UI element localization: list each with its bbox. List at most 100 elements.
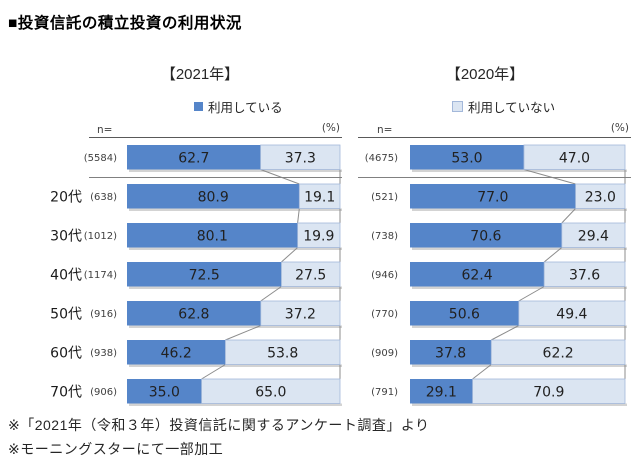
n-value-label: (521) bbox=[371, 192, 398, 203]
n-equals-label: n= bbox=[377, 124, 392, 136]
bar-value-label: 37.8 bbox=[435, 345, 466, 361]
age-label: 30代 bbox=[50, 228, 82, 244]
bar-segment-using bbox=[410, 301, 519, 326]
bar-value-label: 53.8 bbox=[267, 345, 298, 361]
bar-value-label: 53.0 bbox=[451, 150, 482, 166]
bar-segment-not-using bbox=[490, 339, 626, 365]
bar-segment-not-using bbox=[260, 144, 341, 170]
bar-segment-not-using bbox=[201, 378, 341, 404]
age-label: 50代 bbox=[50, 306, 82, 322]
bar-segment-not-using bbox=[281, 261, 341, 287]
bar-shadow bbox=[412, 403, 627, 406]
bar-segment-using bbox=[127, 301, 261, 326]
bar-shadow bbox=[129, 364, 342, 367]
connector-line bbox=[491, 325, 520, 341]
bar-value-label: 70.6 bbox=[470, 228, 501, 244]
age-label: 70代 bbox=[50, 384, 82, 400]
legend-label-not-using: 利用していない bbox=[468, 101, 556, 115]
bar-value-label: 47.0 bbox=[559, 150, 590, 166]
bar-segment-using bbox=[410, 340, 492, 365]
bar-segment-not-using bbox=[297, 222, 341, 248]
bar-value-label: 46.2 bbox=[161, 345, 192, 361]
bar-segment-not-using bbox=[523, 144, 626, 170]
bar-value-label: 80.1 bbox=[197, 228, 228, 244]
connector-line bbox=[561, 208, 576, 224]
connector-line bbox=[281, 247, 298, 263]
n-value-label: (738) bbox=[371, 231, 398, 242]
bar-value-label: 65.0 bbox=[255, 384, 286, 400]
bar-value-label: 72.5 bbox=[189, 267, 220, 283]
bar-value-label: 27.5 bbox=[295, 267, 326, 283]
n-value-label: (938) bbox=[90, 348, 117, 359]
connector-line bbox=[523, 169, 576, 185]
bar-segment-not-using bbox=[472, 378, 626, 404]
bar-segment-using bbox=[410, 262, 545, 287]
bar-segment-using bbox=[410, 223, 562, 248]
age-label: 20代 bbox=[50, 189, 82, 205]
n-value-label: (906) bbox=[90, 387, 117, 398]
n-value-label: (5584) bbox=[84, 153, 117, 164]
n-value-label: (770) bbox=[371, 309, 398, 320]
bar-value-label: 19.9 bbox=[303, 228, 334, 244]
chart-title: ■投資信託の積立投資の利用状況 bbox=[8, 15, 242, 32]
bar-segment-not-using bbox=[561, 222, 626, 248]
connector-line bbox=[225, 325, 261, 341]
bar-value-label: 77.0 bbox=[477, 189, 508, 205]
bar-value-label: 62.4 bbox=[461, 267, 492, 283]
n-value-label: (4675) bbox=[365, 153, 398, 164]
panel-header-2021: 【2021年】 bbox=[160, 66, 240, 83]
bar-shadow bbox=[129, 208, 342, 211]
panel-header-2020: 【2020年】 bbox=[445, 66, 525, 83]
percent-unit-label: (%) bbox=[322, 122, 340, 134]
bar-segment-using bbox=[410, 184, 576, 209]
bar-value-label: 23.0 bbox=[585, 189, 616, 205]
bar-shadow bbox=[412, 286, 627, 289]
bar-value-label: 37.3 bbox=[285, 150, 316, 166]
bar-shadow bbox=[412, 364, 627, 367]
bar-value-label: 62.7 bbox=[178, 150, 209, 166]
n-value-label: (1012) bbox=[84, 231, 117, 242]
n-equals-label: n= bbox=[97, 124, 112, 136]
bar-shadow bbox=[129, 325, 342, 328]
bar-segment-using bbox=[127, 262, 282, 287]
bar-value-label: 50.6 bbox=[449, 306, 480, 322]
percent-unit-label: (%) bbox=[611, 122, 629, 134]
connector-line bbox=[472, 364, 492, 380]
n-value-label: (916) bbox=[90, 309, 117, 320]
bar-value-label: 29.4 bbox=[578, 228, 609, 244]
bar-value-label: 49.4 bbox=[556, 306, 587, 322]
bar-value-label: 70.9 bbox=[533, 384, 564, 400]
bar-shadow bbox=[412, 169, 627, 172]
connector-line bbox=[201, 364, 226, 380]
n-value-label: (791) bbox=[371, 387, 398, 398]
bar-value-label: 29.1 bbox=[426, 384, 457, 400]
legend-swatch-not-using-icon bbox=[452, 101, 463, 112]
connector-line bbox=[260, 286, 282, 302]
bar-segment-not-using bbox=[260, 300, 341, 326]
age-label: 60代 bbox=[50, 345, 82, 361]
legend-swatch-using-icon bbox=[194, 102, 203, 111]
connector-line bbox=[260, 169, 300, 185]
connector-line bbox=[297, 208, 300, 224]
n-value-label: (946) bbox=[371, 270, 398, 281]
bar-shadow bbox=[129, 247, 342, 250]
bar-segment-not-using bbox=[543, 261, 626, 287]
bar-segment-using bbox=[127, 223, 298, 248]
bar-segment-using bbox=[410, 379, 473, 404]
n-value-label: (1174) bbox=[84, 270, 117, 281]
bar-value-label: 37.2 bbox=[285, 306, 316, 322]
legend-using: 利用している bbox=[194, 97, 283, 116]
legend-label-using: 利用している bbox=[208, 101, 283, 115]
bar-shadow bbox=[412, 247, 627, 250]
bar-shadow bbox=[129, 169, 342, 172]
footnote-source: ※「2021年（令和３年）投資信託に関するアンケート調査」より bbox=[8, 417, 430, 433]
n-value-label: (638) bbox=[90, 192, 117, 203]
footnote-edit: ※モーニングスターにて一部加工 bbox=[8, 441, 224, 457]
bar-value-label: 62.2 bbox=[543, 345, 574, 361]
bar-shadow bbox=[412, 208, 627, 211]
bar-segment-using bbox=[127, 184, 300, 209]
bar-segment-not-using bbox=[298, 183, 341, 209]
bar-segment-not-using bbox=[518, 300, 626, 326]
bar-shadow bbox=[129, 286, 342, 289]
